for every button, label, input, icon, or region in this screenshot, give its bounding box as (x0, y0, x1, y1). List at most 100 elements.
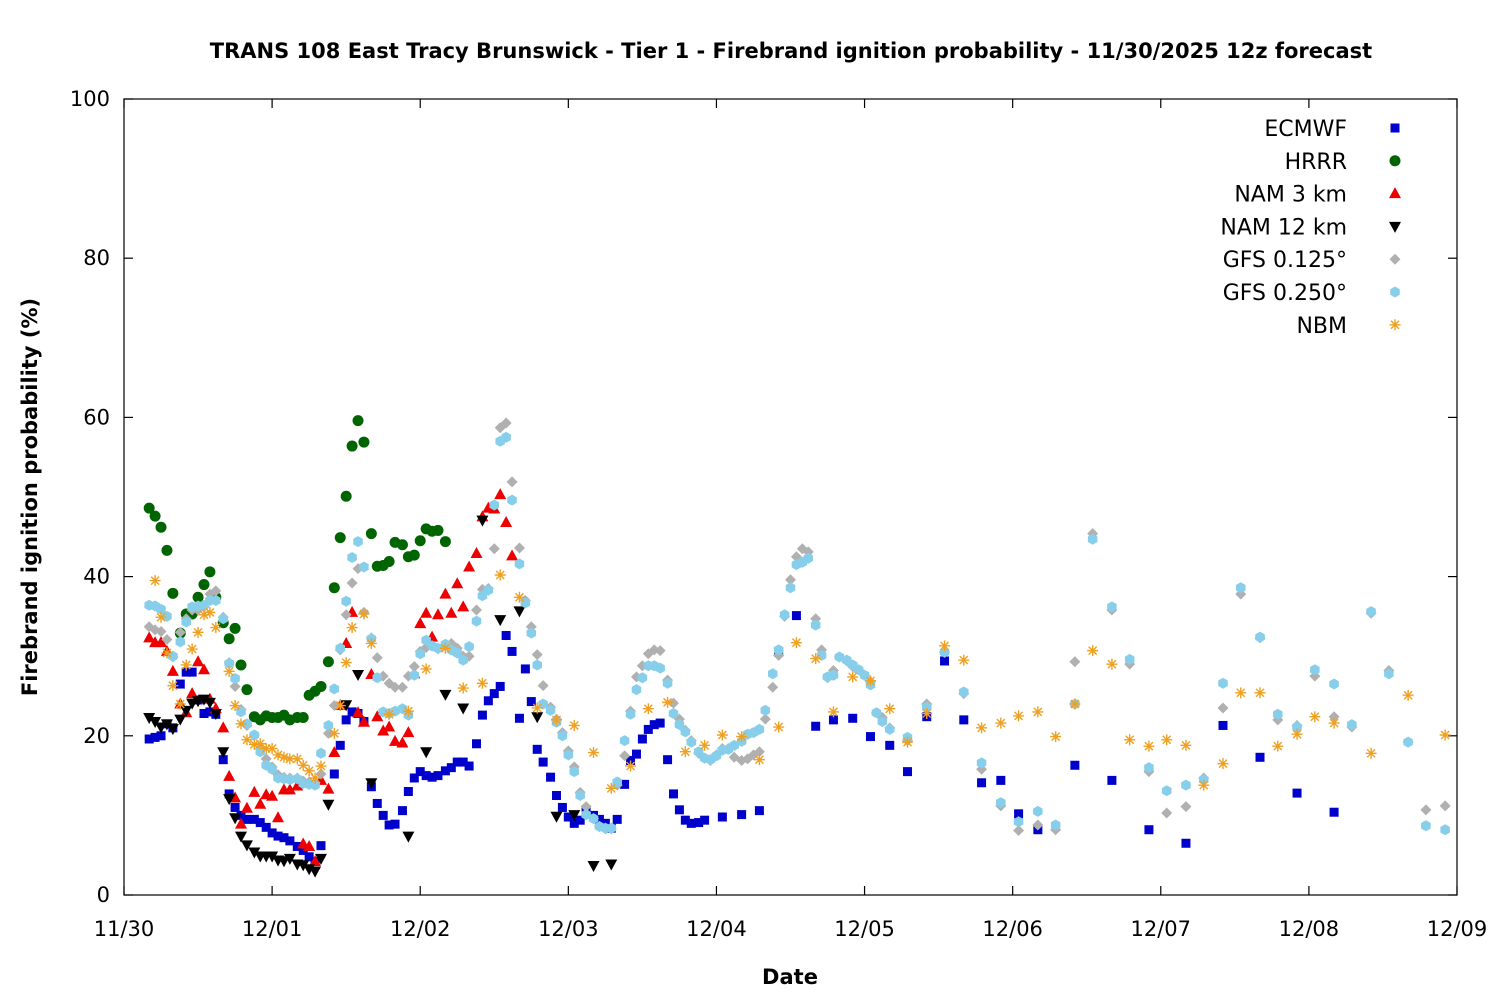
data-point-gfs-0-250 (834, 651, 845, 663)
data-point-ecmwf (532, 744, 542, 754)
data-point-nam-12-km (476, 515, 489, 527)
data-point-gfs-0-250 (569, 766, 580, 778)
data-point-ecmwf (477, 710, 487, 720)
data-point-ecmwf (279, 833, 289, 843)
x-tick-label: 12/03 (538, 917, 599, 941)
data-point-nbm (291, 753, 303, 765)
data-point-gfs-0-250 (959, 686, 969, 698)
data-point-nam-12-km (149, 716, 162, 728)
data-point-gfs-0-250 (532, 659, 542, 671)
data-point-ecmwf (865, 732, 875, 742)
data-point-ecmwf (885, 740, 895, 750)
data-point-nbm (476, 677, 488, 689)
data-point-hrrr (241, 684, 253, 696)
data-point-gfs-0-250 (329, 683, 340, 695)
data-point-ecmwf (551, 791, 561, 800)
data-point-hrrr (167, 587, 179, 599)
data-point-nam-12-km (365, 778, 378, 790)
data-point-gfs-0-250 (976, 757, 987, 769)
data-point-nam-12-km (420, 747, 433, 759)
data-point-nbm (1161, 734, 1173, 746)
data-point-gfs-0-250 (922, 701, 932, 713)
data-point-gfs-0-250 (156, 603, 166, 615)
data-point-nbm (328, 727, 340, 739)
data-point-gfs-0-250 (211, 594, 221, 606)
data-point-gfs-0-250 (323, 719, 334, 731)
data-point-nbm (192, 626, 204, 638)
legend-label: HRRR (1285, 150, 1347, 175)
data-point-nbm (186, 643, 198, 655)
data-point-nam-3-km (431, 608, 444, 620)
data-point-ecmwf (649, 720, 659, 730)
data-point-ecmwf (390, 819, 400, 829)
data-point-nam-3-km (445, 606, 458, 618)
data-point-nbm (531, 702, 543, 714)
data-point-nam-3-km (396, 736, 409, 748)
data-point-gfs-0-250 (471, 615, 482, 627)
legend-marker-ecmwf (1390, 123, 1400, 133)
data-point-ecmwf (1329, 807, 1339, 817)
data-point-hrrr (143, 502, 155, 514)
data-point-gfs-0-125 (1217, 702, 1229, 714)
data-point-nam-3-km (248, 785, 261, 797)
data-point-nbm (235, 718, 247, 730)
data-point-gfs-0-125 (471, 604, 483, 616)
data-point-hrrr (414, 535, 426, 547)
data-point-gfs-0-250 (655, 662, 665, 674)
data-point-nbm (180, 659, 192, 671)
data-point-nbm (790, 637, 802, 649)
data-point-gfs-0-250 (353, 536, 363, 548)
data-point-nbm (266, 743, 278, 755)
data-point-gfs-0-250 (1087, 533, 1098, 545)
data-point-gfs-0-250 (662, 677, 673, 689)
data-point-gfs-0-250 (489, 499, 500, 511)
series-nam-3-km (143, 488, 519, 867)
axis-ticks: 11/30 12/01 12/02 12/03 12/04 12/05 12/06 12/07… (70, 87, 1487, 941)
data-point-ecmwf (569, 818, 579, 828)
data-point-nam-3-km (352, 706, 365, 718)
data-point-nam-3-km (414, 617, 427, 629)
data-point-gfs-0-250 (335, 642, 346, 654)
data-point-ecmwf (594, 814, 604, 824)
data-point-nbm (210, 622, 222, 634)
data-point-gfs-0-250 (1161, 785, 1172, 797)
data-point-nbm (272, 749, 284, 761)
data-point-gfs-0-125 (1180, 801, 1192, 813)
data-point-nbm (1439, 729, 1451, 741)
data-point-nam-3-km (283, 783, 296, 795)
data-point-ecmwf (686, 818, 696, 828)
data-point-nam-12-km (439, 689, 452, 701)
data-point-nbm (1050, 731, 1062, 743)
x-tick-label: 12/01 (242, 917, 303, 941)
data-point-gfs-0-250 (1050, 819, 1061, 831)
data-point-nam-3-km (383, 720, 396, 732)
data-point-hrrr (297, 711, 309, 723)
data-point-gfs-0-250 (637, 672, 648, 684)
data-point-ecmwf (663, 755, 673, 765)
data-point-nbm (149, 575, 161, 587)
data-point-nbm (1291, 728, 1303, 740)
data-point-gfs-0-250 (877, 715, 888, 727)
y-tick-label: 0 (97, 883, 110, 907)
data-point-ecmwf (464, 761, 474, 771)
plot-frame (123, 98, 1458, 896)
data-point-nbm (902, 736, 914, 748)
data-point-gfs-0-250 (458, 654, 468, 666)
data-point-gfs-0-250 (464, 641, 474, 653)
data-point-nam-12-km (235, 831, 248, 843)
legend-marker-gfs-0-125 (1389, 253, 1401, 265)
data-point-gfs-0-125 (1013, 825, 1025, 837)
data-point-ecmwf (175, 679, 185, 689)
data-point-gfs-0-125 (396, 681, 408, 693)
data-point-gfs-0-250 (884, 723, 895, 735)
data-point-hrrr (383, 555, 395, 567)
data-point-nbm (223, 665, 235, 677)
data-point-nbm (457, 682, 469, 694)
data-point-nam-3-km (166, 664, 179, 676)
data-point-nam-3-km (402, 726, 415, 738)
data-point-hrrr (322, 656, 334, 668)
data-point-ecmwf (848, 713, 858, 723)
data-point-nbm (161, 647, 173, 659)
legend-label: NBM (1296, 314, 1347, 339)
